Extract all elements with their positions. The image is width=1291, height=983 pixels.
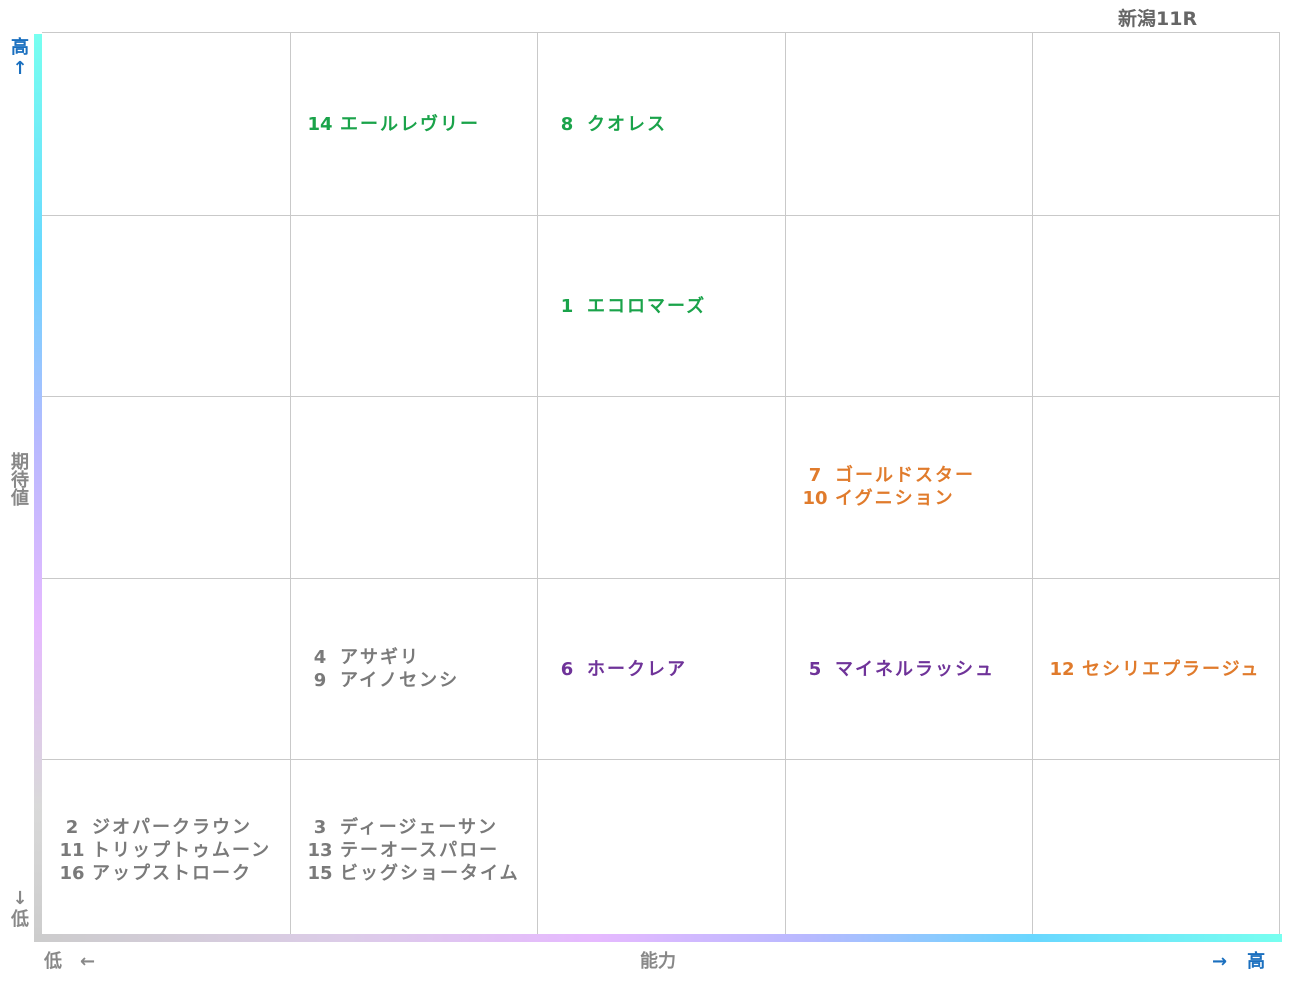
horse-number: 2 [65,816,79,838]
matrix-cell: 8 クオレス [547,33,783,215]
horse-number: 6 [560,658,574,680]
horse-name: エコロマーズ [587,295,707,317]
horse-number: 3 [313,816,327,838]
horse-name: ホークレア [587,658,687,680]
horse-name: アサギリ [340,647,420,668]
y-axis-high: 高 ↑ [10,36,30,78]
grid-line-horizontal [42,759,1279,760]
horse-name: ゴールドスター [835,465,975,486]
left-arrow-icon: ← [80,951,96,972]
grid-line-horizontal [42,578,1279,579]
matrix-cell: 12 セシリエプラージュ [1042,578,1278,760]
horse-name: セシリエプラージュ [1082,658,1261,680]
grid-line-vertical [290,33,291,940]
chart-title: 新潟11R [1118,8,1198,30]
horse-number: 8 [560,113,574,135]
x-axis-bar [34,934,1282,942]
horse-number: 1 [560,295,574,317]
horse-name: ジオパークラウン [92,816,252,838]
horse-number: 14 [307,113,333,135]
horse-entry: 9 アイノセンシ [300,669,536,692]
matrix-cell: 5 マイネルラッシュ [795,578,1031,760]
horse-number: 15 [307,862,333,884]
horse-name: テーオースパロー [340,839,500,861]
x-axis-title: 能力 [640,951,676,972]
horse-entry: 8 クオレス [547,113,783,136]
y-axis-high-text: 高 [11,37,29,58]
y-axis-bar [34,34,42,942]
y-axis-low-text: 低 [11,909,29,930]
grid-line-horizontal [42,396,1279,397]
x-axis-low: 低 ← [44,950,95,974]
horse-number: 12 [1049,658,1075,680]
horse-name: トリップトゥムーン [92,839,272,861]
horse-number: 5 [808,658,822,680]
grid-line-vertical [1032,33,1033,940]
horse-number: 7 [808,465,822,486]
x-axis-low-text: 低 [44,951,62,972]
horse-entry: 15 ビッグショータイム [300,862,536,885]
horse-name: エールレヴリー [340,113,480,135]
matrix-cell: 3 ディージェーサン 13 テーオースパロー 15 ビッグショータイム [300,759,536,941]
horse-number: 10 [802,488,828,509]
up-arrow-icon: ↑ [12,58,28,79]
horse-name: イグニション [835,488,955,509]
matrix-cell: 1 エコロマーズ [547,215,783,397]
grid-line-vertical [537,33,538,940]
y-axis-title: 期待値 [8,452,29,506]
y-axis-low: ↓ 低 [10,890,30,932]
horse-entry: 12 セシリエプラージュ [1042,658,1278,681]
x-axis-high-text: 高 [1247,951,1266,972]
matrix-cell: 4 アサギリ 9 アイノセンシ [300,578,536,760]
grid-line-vertical [785,33,786,940]
horse-entry: 4 アサギリ [300,646,536,669]
horse-entry: 7 ゴールドスター [795,464,1031,487]
horse-entry: 14 エールレヴリー [300,113,536,136]
horse-number: 11 [59,839,85,861]
horse-entry: 2 ジオパークラウン [52,816,288,839]
horse-name: クオレス [587,113,667,135]
horse-entry: 11 トリップトゥムーン [52,839,288,862]
horse-name: アップストローク [92,862,252,884]
matrix-cell: 7 ゴールドスター 10 イグニション [795,396,1031,578]
horse-name: ディージェーサン [340,816,499,838]
matrix-cell: 2 ジオパークラウン 11 トリップトゥムーン 16 アップストローク [52,759,288,941]
x-axis-high: → 高 [1212,950,1265,974]
horse-entry: 10 イグニション [795,487,1031,510]
horse-entry: 16 アップストローク [52,862,288,885]
horse-entry: 3 ディージェーサン [300,816,536,839]
matrix-cell: 6 ホークレア [547,578,783,760]
matrix-grid: 14 エールレヴリー 8 クオレス 1 エコロマーズ 7 ゴールドスター 10 イグニション 4 アサ… [42,32,1280,940]
horse-name: マイネルラッシュ [835,658,995,680]
horse-entry: 1 エコロマーズ [547,295,783,318]
horse-name: ビッグショータイム [340,862,520,884]
grid-line-horizontal [42,215,1279,216]
horse-entry: 6 ホークレア [547,658,783,681]
horse-number: 4 [313,647,327,668]
horse-entry: 13 テーオースパロー [300,839,536,862]
down-arrow-icon: ↓ [12,888,28,909]
horse-number: 16 [59,862,85,884]
right-arrow-icon: → [1212,951,1228,972]
horse-number: 13 [307,839,333,861]
horse-name: アイノセンシ [340,670,460,691]
matrix-cell: 14 エールレヴリー [300,33,536,215]
horse-number: 9 [313,670,327,691]
horse-entry: 5 マイネルラッシュ [795,658,1031,681]
